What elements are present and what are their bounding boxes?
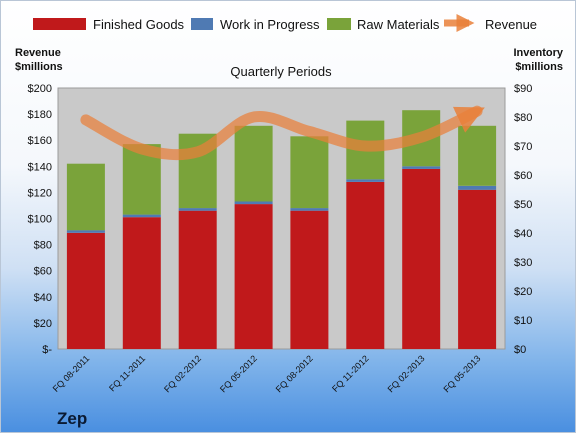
- bar-raw-materials-5: [290, 136, 329, 209]
- bar-finished-goods-2: [122, 217, 161, 349]
- legend-label-work-in-progress: Work in Progress: [220, 17, 320, 32]
- left-tick-label: $140: [28, 161, 52, 173]
- bar-finished-goods-3: [178, 210, 217, 349]
- x-tick-label: FQ 05-2012: [218, 353, 259, 394]
- right-tick-label: $90: [514, 83, 532, 95]
- right-tick-label: $20: [514, 286, 532, 298]
- bar-raw-materials-8: [458, 125, 497, 186]
- x-tick-label: FQ 08-2012: [274, 353, 315, 394]
- bar-work-in-progress-7: [402, 166, 441, 169]
- bar-work-in-progress-2: [122, 214, 161, 218]
- x-tick-label: FQ 05-2013: [441, 353, 482, 394]
- left-tick-label: $-: [42, 344, 52, 356]
- bar-finished-goods-7: [402, 168, 441, 349]
- left-tick-label: $200: [28, 83, 52, 95]
- bar-raw-materials-4: [234, 125, 273, 202]
- left-tick-label: $120: [28, 187, 52, 199]
- legend-label-finished-goods: Finished Goods: [93, 17, 185, 32]
- bar-work-in-progress-1: [66, 230, 105, 233]
- left-tick-label: $80: [34, 240, 52, 252]
- left-tick-label: $100: [28, 214, 52, 226]
- right-tick-label: $30: [514, 257, 532, 269]
- bar-work-in-progress-4: [234, 201, 273, 205]
- x-tick-label: FQ 11-2011: [107, 353, 147, 393]
- x-tick-label: FQ 02-2012: [162, 353, 203, 394]
- x-tick-label: FQ 02-2013: [386, 353, 427, 394]
- right-tick-label: $0: [514, 344, 526, 356]
- right-axis-title-line2: $millions: [515, 61, 563, 73]
- bar-finished-goods-1: [66, 232, 105, 349]
- revenue-line-layer: [80, 105, 485, 161]
- brand-label: Zep: [57, 409, 87, 428]
- legend-swatch-finished-goods: [33, 18, 86, 30]
- bar-finished-goods-8: [458, 189, 497, 349]
- right-tick-label: $40: [514, 228, 532, 240]
- right-tick-label: $60: [514, 170, 532, 182]
- legend-swatch-work-in-progress: [191, 18, 213, 30]
- legend-label-revenue: Revenue: [485, 17, 537, 32]
- bar-work-in-progress-5: [290, 208, 329, 211]
- bar-finished-goods-5: [290, 210, 329, 349]
- bar-raw-materials-1: [66, 163, 105, 231]
- left-axis-title-line1: Revenue: [15, 47, 61, 59]
- left-tick-label: $180: [28, 109, 52, 121]
- bar-work-in-progress-6: [346, 179, 385, 182]
- bar-finished-goods-6: [346, 182, 385, 349]
- right-axis-title-line1: Inventory: [513, 47, 563, 59]
- x-tick-label: FQ 11-2012: [330, 353, 371, 394]
- bar-work-in-progress-3: [178, 208, 217, 211]
- left-axis-title-line2: $millions: [15, 61, 63, 73]
- right-tick-label: $50: [514, 199, 532, 211]
- bar-work-in-progress-8: [458, 185, 497, 190]
- left-tick-label: $20: [34, 318, 52, 330]
- left-tick-label: $40: [34, 292, 52, 304]
- bar-layer: [66, 110, 497, 349]
- revenue-line: [80, 105, 485, 161]
- left-tick-label: $160: [28, 135, 52, 147]
- x-tick-label: FQ 08-2011: [51, 353, 92, 394]
- legend-label-raw-materials: Raw Materials: [357, 17, 440, 32]
- legend-swatch-raw-materials: [327, 18, 351, 30]
- left-tick-label: $60: [34, 266, 52, 278]
- legend: Finished Goods Work in Progress Raw Mate…: [33, 13, 537, 33]
- right-tick-label: $10: [514, 315, 532, 327]
- bar-finished-goods-4: [234, 204, 273, 349]
- right-tick-label: $70: [514, 141, 532, 153]
- chart-title: Quarterly Periods: [230, 64, 332, 79]
- right-tick-label: $80: [514, 112, 532, 124]
